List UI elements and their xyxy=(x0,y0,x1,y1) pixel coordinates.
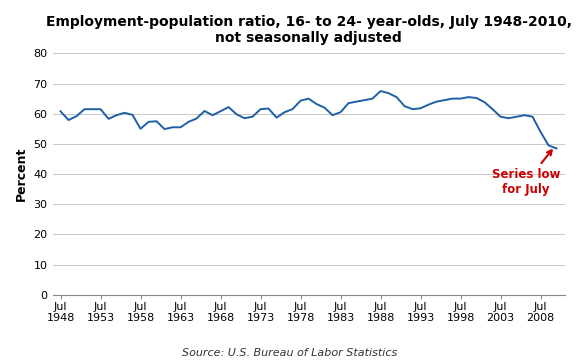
Title: Employment-population ratio, 16- to 24- year-olds, July 1948-2010,
not seasonall: Employment-population ratio, 16- to 24- … xyxy=(46,15,571,45)
Text: Series low
for July: Series low for July xyxy=(492,150,560,196)
Text: Source: U.S. Bureau of Labor Statistics: Source: U.S. Bureau of Labor Statistics xyxy=(182,348,398,358)
Y-axis label: Percent: Percent xyxy=(15,147,28,201)
